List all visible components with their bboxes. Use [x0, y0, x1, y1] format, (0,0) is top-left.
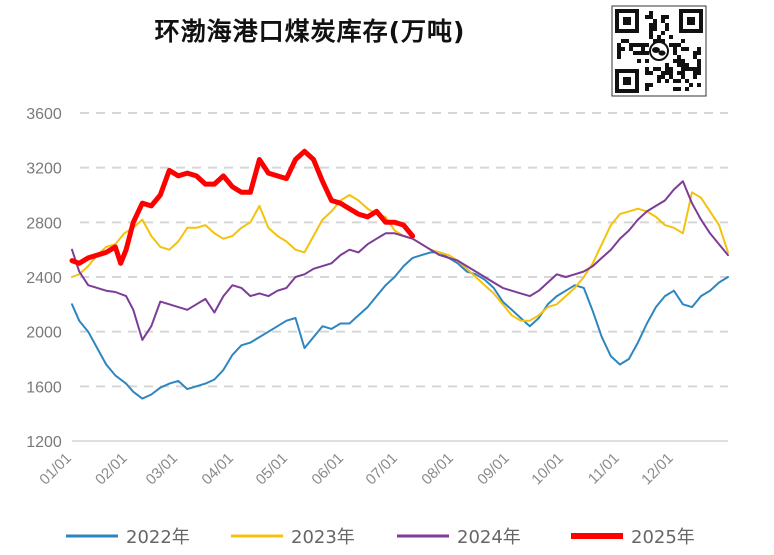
x-tick-label: 05/01 — [253, 450, 292, 489]
legend-label: 2023年 — [291, 527, 355, 548]
series-line-2025年 — [69, 148, 416, 266]
y-tick-label: 1600 — [26, 379, 62, 396]
qr-code-icon — [611, 5, 707, 97]
x-tick-label: 10/01 — [528, 450, 567, 489]
x-tick-label: 08/01 — [418, 450, 457, 489]
y-tick-label: 2000 — [26, 325, 62, 342]
x-tick-label: 03/01 — [143, 450, 182, 489]
chart-title: 环渤海港口煤炭库存(万吨) — [154, 17, 466, 46]
legend-label: 2022年 — [126, 527, 190, 548]
y-tick-label: 1200 — [26, 434, 62, 451]
series-line-2023年 — [71, 191, 729, 322]
y-tick-label: 3200 — [26, 161, 62, 178]
x-tick-label: 07/01 — [362, 450, 401, 489]
series-layer — [69, 148, 729, 400]
x-tick-label: 02/01 — [92, 450, 131, 489]
x-tick-label: 04/01 — [198, 450, 237, 489]
series-line-2024年 — [71, 180, 729, 341]
grid-lines — [72, 112, 728, 442]
x-tick-label: 01/01 — [36, 450, 75, 489]
legend-label: 2024年 — [457, 527, 521, 548]
x-tick-label: 11/01 — [585, 450, 623, 488]
x-axis: 01/01 02/01 03/01 04/01 05/01 06/01 07/01 08/01… — [36, 450, 677, 489]
y-tick-label: 2400 — [26, 270, 62, 287]
legend-label: 2025年 — [631, 527, 695, 548]
x-tick-label: 06/01 — [308, 450, 347, 489]
legend: 2022年 2023年 2024年 2025年 — [66, 527, 695, 548]
x-tick-label: 12/01 — [638, 450, 677, 489]
y-tick-label: 2800 — [26, 215, 62, 232]
y-axis: 1200 1600 2000 2400 2800 3200 3600 — [26, 106, 62, 451]
series-line-2022年 — [71, 251, 729, 400]
x-tick-label: 09/01 — [474, 450, 513, 489]
y-tick-label: 3600 — [26, 106, 62, 123]
